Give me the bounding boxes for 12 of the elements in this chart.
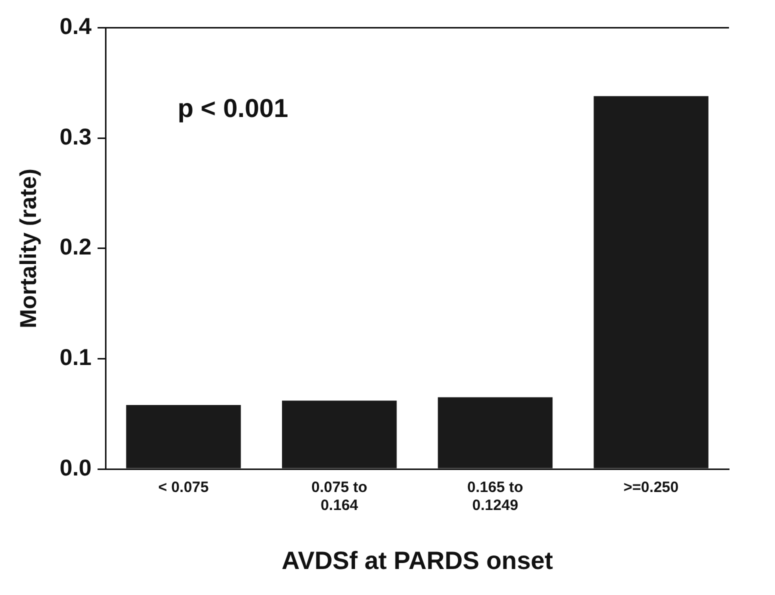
y-tick-label: 0.2	[60, 234, 92, 260]
x-axis-title: AVDSf at PARDS onset	[282, 546, 554, 575]
x-tick-label: >=0.250	[624, 479, 679, 496]
annotation: p < 0.001	[178, 92, 288, 123]
x-tick-label: 0.075 to 0.164	[311, 479, 368, 514]
y-tick-label: 0.0	[60, 454, 92, 480]
x-tick-label: 0.165 to 0.1249	[467, 479, 524, 514]
y-tick-label: 0.1	[60, 344, 92, 370]
y-tick-label: 0.4	[60, 13, 92, 40]
x-tick-label: < 0.075	[158, 479, 209, 496]
y-axis-title: Mortality (rate)	[15, 168, 42, 328]
y-tick-label: 0.3	[60, 123, 92, 150]
